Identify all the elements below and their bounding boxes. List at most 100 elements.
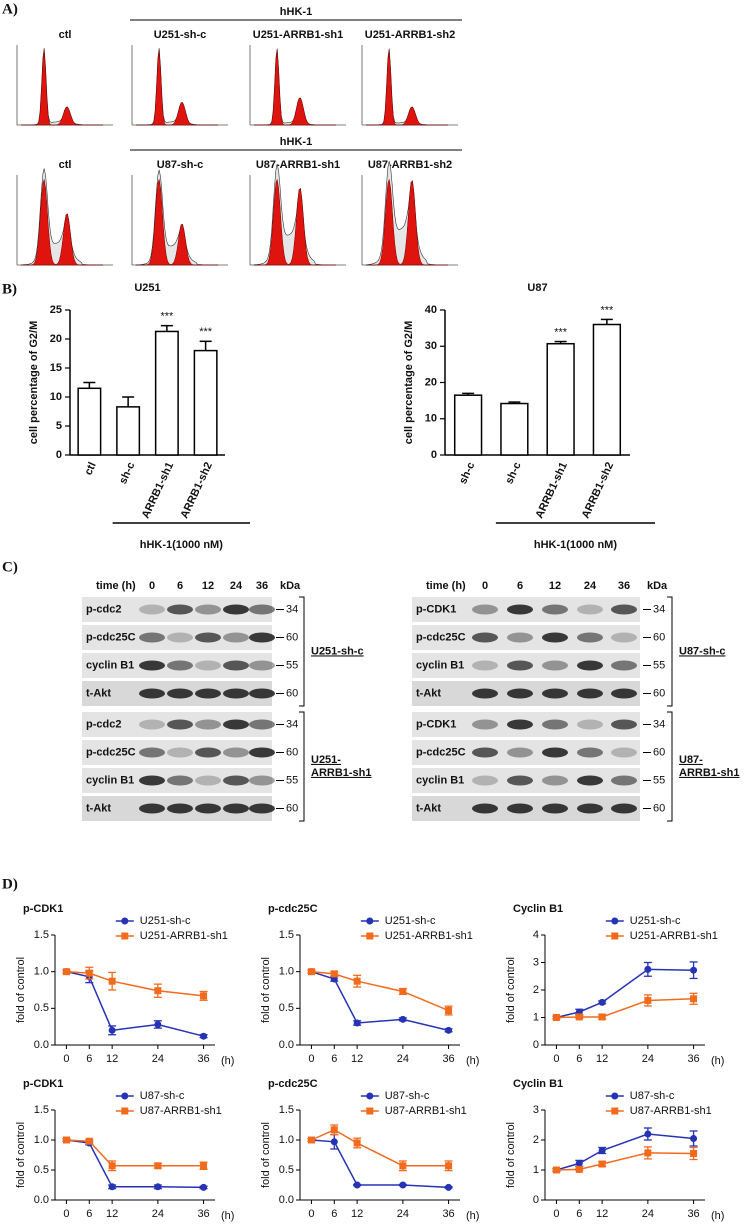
marker	[108, 977, 116, 985]
y-axis-label: fold of control	[505, 1122, 517, 1188]
blot-band	[542, 632, 568, 643]
y-tick-label: 0	[533, 1039, 539, 1051]
error-bar	[600, 318, 613, 325]
blot-band	[577, 660, 603, 671]
histogram-peak	[366, 179, 448, 266]
y-axis-label: fold of control	[260, 1122, 272, 1188]
blot-band	[507, 719, 533, 730]
legend-item: U251-sh-c	[360, 915, 436, 927]
group-bracket	[667, 711, 673, 822]
marker	[154, 1183, 162, 1191]
blot-band	[223, 632, 249, 643]
marker	[330, 1138, 338, 1146]
y-tick-label: 40	[425, 304, 437, 316]
x-tick-label: 0	[553, 1053, 559, 1065]
protein-label: p-cdc25C	[86, 631, 136, 643]
legend-label: U87-sh-c	[630, 1090, 675, 1102]
blot-band	[249, 775, 275, 786]
x-tick-label: ARRB1-sh2	[580, 460, 616, 520]
group-bracket	[299, 596, 305, 707]
sample-label: ctl	[59, 29, 72, 41]
blot-band	[223, 660, 249, 671]
panel-label: A)	[2, 1, 18, 17]
treatment-label: hHK-1	[280, 136, 312, 148]
histogram-envelope	[21, 48, 103, 126]
y-tick-label: 0.5	[34, 1002, 49, 1014]
legend-label: U87-ARRB1-sh1	[630, 1105, 712, 1117]
time-point: 36	[618, 580, 630, 592]
blot-band	[577, 719, 603, 730]
blot-band	[249, 604, 275, 615]
x-tick-label: 6	[331, 1208, 337, 1220]
protein-label: t-Akt	[86, 802, 111, 814]
marker	[307, 968, 315, 976]
protein-label: cyclin B1	[86, 774, 134, 786]
blot-band	[195, 632, 221, 643]
blot-band	[139, 660, 165, 671]
treatment-label: hHK-1(1000 nM)	[140, 539, 223, 551]
marker	[445, 1026, 453, 1034]
bar	[116, 406, 141, 456]
blot-band	[139, 604, 165, 615]
sample-label: U251-ARRB1-sh2	[365, 29, 455, 41]
chart-title: U87	[527, 282, 547, 294]
legend-item: U87-sh-c	[605, 1090, 675, 1102]
y-tick-label: 2	[533, 984, 539, 996]
kda-label: 34	[286, 603, 298, 615]
marker	[644, 996, 652, 1004]
histogram-envelope	[136, 48, 218, 126]
x-tick-label: 24	[152, 1053, 164, 1065]
time-point: 36	[256, 580, 268, 592]
marker	[575, 1165, 583, 1173]
x-tick-label: 24	[397, 1208, 409, 1220]
x-tick-label: 6	[86, 1208, 92, 1220]
y-tick-label: 0.0	[279, 1194, 294, 1206]
histogram-peak	[254, 49, 336, 126]
x-tick-label: 12	[106, 1208, 118, 1220]
x-axis-label: (h)	[466, 1055, 479, 1067]
chart-title: Cyclin B1	[513, 903, 563, 915]
chart-title: Cyclin B1	[513, 1078, 563, 1090]
marker	[353, 1019, 361, 1027]
sample-label: ctl	[59, 159, 72, 171]
marker	[399, 1162, 407, 1170]
x-axis-label: (h)	[221, 1055, 234, 1067]
y-tick-label: 0	[533, 1194, 539, 1206]
bar	[546, 342, 575, 456]
marker	[690, 1150, 698, 1157]
panel-label: C)	[2, 559, 18, 575]
marker	[121, 1107, 129, 1115]
blot-band	[167, 660, 193, 671]
marker	[154, 987, 162, 995]
marker	[121, 917, 129, 925]
x-tick-label: 6	[576, 1208, 582, 1220]
histogram-peak	[21, 49, 103, 126]
marker	[690, 966, 698, 974]
group-label: U251-sh-c	[311, 645, 364, 657]
blot-band	[542, 803, 568, 814]
marker	[108, 1162, 116, 1170]
x-tick-label: 0	[553, 1208, 559, 1220]
marker	[62, 1136, 70, 1144]
chart-title: p-cdc25C	[268, 903, 318, 915]
y-tick-label: 0.5	[279, 1164, 294, 1176]
error-bar	[199, 340, 212, 351]
y-axis-label: cell percentage of G2/M	[28, 321, 40, 444]
y-tick-label: 0	[431, 449, 437, 461]
blot-band	[472, 688, 498, 699]
marker	[598, 1147, 606, 1154]
protein-label: t-Akt	[416, 687, 441, 699]
histogram-peak	[254, 179, 336, 266]
bar	[77, 387, 102, 456]
blot-band	[139, 719, 165, 730]
marker	[330, 1126, 338, 1134]
y-axis-label: fold of control	[505, 957, 517, 1023]
x-tick-label: ARRB1-sh1	[140, 460, 176, 520]
blot-band	[167, 604, 193, 615]
blot-band	[507, 803, 533, 814]
error-bar	[83, 381, 96, 389]
legend-item: U251-ARRB1-sh1	[360, 930, 473, 942]
bar	[154, 330, 179, 456]
marker	[644, 1149, 652, 1157]
y-tick-label: 15	[50, 362, 62, 374]
